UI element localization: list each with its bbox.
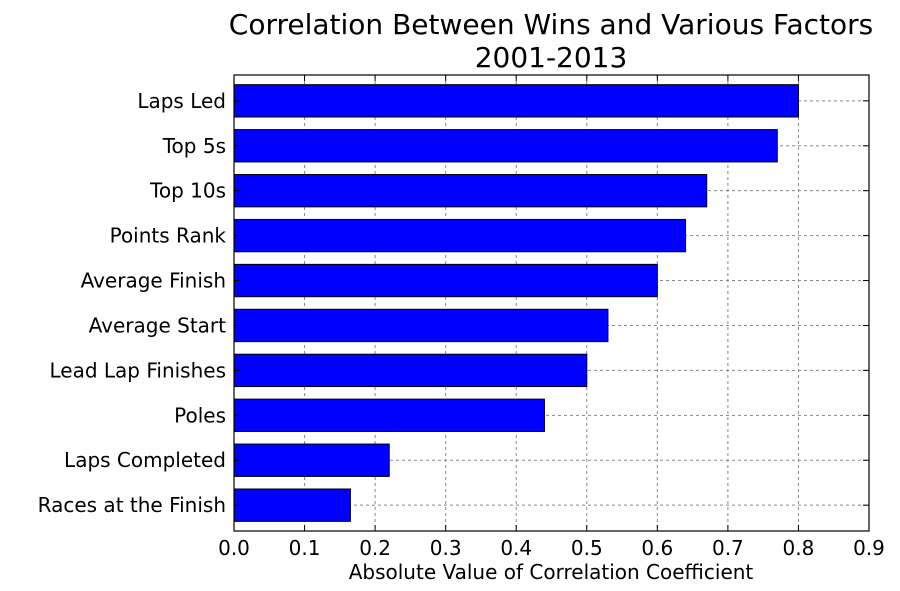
y-tick-label: Top 5s: [162, 134, 226, 158]
bar-laps-led: [233, 84, 799, 118]
x-axis-label: Absolute Value of Correlation Coefficien…: [349, 560, 754, 584]
y-tick-label: Top 10s: [149, 179, 226, 203]
x-tick-label: 0.2: [359, 536, 391, 560]
bar-top-5s: [233, 129, 778, 163]
bar-points-rank: [233, 218, 687, 253]
x-tick-label: 0.1: [289, 536, 321, 560]
bar-lead-lap-finishes: [233, 353, 588, 388]
bar-laps-completed: [233, 443, 390, 477]
y-tick-label: Average Finish: [81, 269, 226, 293]
y-tick-label: Lead Lap Finishes: [49, 358, 226, 382]
y-tick-labels: Laps Led Top 5s Top 10s Points Rank Average …: [38, 89, 227, 517]
bar-average-finish: [233, 263, 658, 298]
axes-border: [233, 74, 870, 532]
x-tick-label: 0.7: [712, 536, 744, 560]
y-tick-label: Laps Completed: [64, 448, 226, 472]
y-tick-label: Poles: [174, 403, 226, 427]
bar-top-10s: [233, 174, 708, 208]
bar-poles: [233, 398, 545, 432]
chart-title-line-1: Correlation Between Wins and Various Fac…: [229, 8, 873, 41]
x-tick-label: 0.6: [641, 536, 673, 560]
bar-races-at-the-finish: [233, 488, 351, 522]
bar-average-start: [233, 308, 609, 343]
x-tick-label: 0.0: [218, 536, 250, 560]
x-tick-label: 0.9: [853, 536, 885, 560]
y-tick-label: Average Start: [89, 313, 227, 337]
x-tick-label: 0.4: [500, 536, 532, 560]
y-tick-label: Laps Led: [137, 89, 226, 113]
x-tick-label: 0.8: [783, 536, 815, 560]
y-tick-label: Races at the Finish: [38, 493, 226, 517]
y-tick-label: Points Rank: [110, 224, 227, 248]
x-tick-labels: 0.0 0.1 0.2 0.3 0.4 0.5 0.6 0.7 0.8 0.9: [218, 536, 885, 560]
chart-title-line-2: 2001-2013: [475, 41, 628, 74]
plot-frame: [233, 74, 870, 532]
bars-layer: [233, 84, 799, 522]
x-tick-label: 0.3: [430, 536, 462, 560]
x-tick-label: 0.5: [571, 536, 603, 560]
